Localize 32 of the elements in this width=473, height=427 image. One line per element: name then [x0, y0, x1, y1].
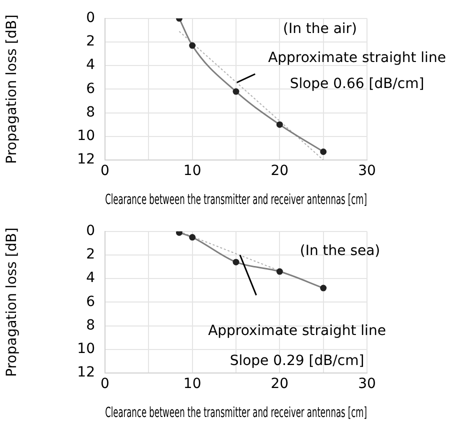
y-axis-title: Propagation loss [dB]: [4, 228, 20, 377]
y-tick-label: 0: [86, 223, 95, 240]
annotation: Approximate straight line: [208, 323, 386, 340]
y-tick-label: 6: [86, 294, 96, 310]
x-tick-label: 10: [183, 376, 202, 392]
y-tick-label: 10: [77, 128, 95, 144]
annotation: (In the air): [282, 21, 358, 38]
x-tick-label: 10: [183, 163, 202, 180]
y-tick-label: 4: [86, 270, 96, 286]
x-tick-label: 0: [100, 163, 110, 180]
y-tick-label: 12: [77, 152, 95, 168]
x-tick-label: 30: [358, 376, 376, 392]
x-tick-label: 20: [270, 163, 289, 180]
annotation: Approximate straight line: [268, 50, 446, 66]
y-tick-label: 0: [86, 10, 95, 26]
y-tick-label: 8: [86, 317, 95, 334]
y-tick-label: 2: [86, 34, 95, 50]
annotation: Slope 0.66 [dB/cm]: [290, 76, 424, 92]
annotation: (In the sea): [300, 243, 380, 260]
y-tick-label: 6: [86, 80, 96, 97]
y-tick-label: 12: [77, 364, 95, 381]
y-tick-label: 8: [86, 104, 95, 120]
y-tick-label: 2: [86, 246, 95, 263]
x-axis-title: Clearance between the transmitter and receiver antennas [cm]: [105, 404, 367, 421]
x-tick-label: 0: [100, 376, 110, 392]
x-axis-title: Clearance between the transmitter and receiver antennas [cm]: [105, 190, 367, 208]
y-tick-label: 10: [77, 341, 95, 358]
x-tick-label: 20: [270, 376, 289, 392]
y-axis-title: Propagation loss [dB]: [4, 14, 20, 164]
annotation: Slope 0.29 [dB/cm]: [230, 353, 364, 370]
x-tick-label: 30: [358, 163, 376, 180]
y-tick-label: 4: [86, 57, 96, 74]
